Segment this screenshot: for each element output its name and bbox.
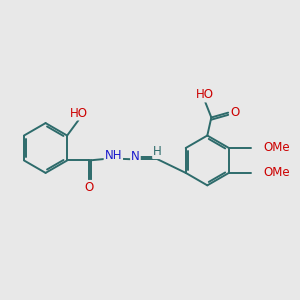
Text: HO: HO (70, 106, 88, 119)
Text: O: O (85, 181, 94, 194)
Text: HO: HO (196, 88, 214, 101)
Text: H: H (153, 145, 162, 158)
Text: NH: NH (105, 149, 122, 162)
Text: OMe: OMe (263, 142, 290, 154)
Text: N: N (131, 149, 140, 163)
Text: O: O (230, 106, 240, 119)
Text: OMe: OMe (263, 167, 290, 179)
